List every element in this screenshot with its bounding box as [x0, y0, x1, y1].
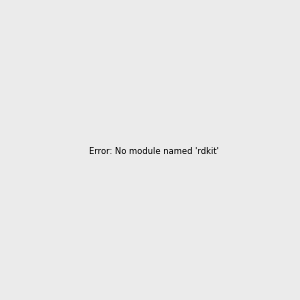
Text: Error: No module named 'rdkit': Error: No module named 'rdkit'	[89, 147, 219, 156]
